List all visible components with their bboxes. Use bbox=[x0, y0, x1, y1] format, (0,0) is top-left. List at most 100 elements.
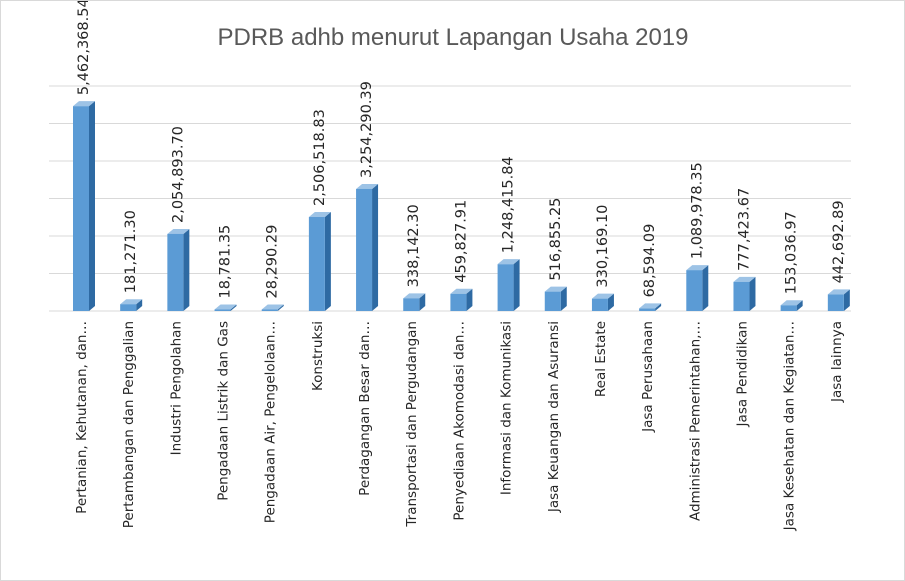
bar-top bbox=[733, 276, 756, 282]
data-label: 28,290.29 bbox=[265, 225, 281, 299]
data-labels: 5,462,368.54 181,271.30 2,054,893.70 18,781… bbox=[76, 1, 847, 299]
bar-front bbox=[450, 293, 467, 311]
category-label: Pertanian, Kehutanan, dan… bbox=[74, 321, 90, 514]
bar-front bbox=[686, 270, 703, 311]
bar bbox=[591, 293, 614, 311]
bar-front bbox=[167, 233, 184, 311]
bar-side bbox=[466, 288, 473, 311]
bar-top bbox=[167, 228, 190, 234]
bar-front bbox=[639, 308, 656, 311]
bar-top bbox=[356, 183, 379, 189]
bar-side bbox=[749, 276, 756, 311]
data-label: 3,254,290.39 bbox=[359, 81, 375, 178]
bar-top bbox=[403, 293, 426, 299]
category-labels: Pertanian, Kehutanan, dan… Pertambangan d… bbox=[74, 321, 845, 531]
bar-top bbox=[639, 303, 662, 309]
bar bbox=[308, 212, 331, 311]
bar-front bbox=[403, 298, 420, 311]
bar bbox=[827, 289, 850, 311]
bar-side bbox=[324, 212, 331, 311]
bar-side bbox=[230, 304, 237, 311]
bar-front bbox=[497, 264, 514, 311]
bar-front bbox=[356, 188, 373, 311]
data-label: 68,594.09 bbox=[642, 224, 658, 298]
data-label: 1,089,978.35 bbox=[689, 162, 705, 259]
bar bbox=[544, 286, 567, 311]
bar-side bbox=[843, 289, 850, 311]
bar bbox=[73, 101, 95, 311]
category-label: Industri Pengolahan bbox=[168, 321, 184, 455]
bar bbox=[497, 259, 520, 311]
bar bbox=[780, 300, 803, 311]
bar-side bbox=[183, 228, 190, 311]
bar-side bbox=[607, 293, 614, 311]
bar bbox=[214, 304, 237, 311]
bar-front bbox=[261, 309, 278, 311]
bar-side bbox=[655, 303, 662, 311]
bar-side bbox=[419, 293, 426, 311]
bar-side bbox=[277, 304, 284, 311]
bar bbox=[639, 303, 662, 311]
data-label: 2,054,893.70 bbox=[170, 126, 186, 223]
bar-top bbox=[73, 101, 95, 107]
bar-side bbox=[513, 259, 520, 311]
data-label: 777,423.67 bbox=[736, 188, 752, 271]
data-label: 442,692.89 bbox=[831, 200, 847, 283]
category-label: Jasa Keuangan dan Asuransi bbox=[546, 321, 562, 513]
bar bbox=[356, 183, 379, 311]
bar-side bbox=[136, 299, 143, 311]
category-label: Pertambangan dan Penggalian bbox=[121, 321, 137, 528]
category-label: Informasi dan Komunikasi bbox=[499, 321, 515, 495]
data-label: 338,142.30 bbox=[406, 204, 422, 287]
bar bbox=[167, 228, 190, 311]
bar-front bbox=[308, 217, 325, 311]
bar-top bbox=[544, 286, 567, 292]
data-label: 5,462,368.54 bbox=[76, 1, 92, 95]
bar-top bbox=[591, 293, 614, 299]
bar-front bbox=[544, 291, 561, 311]
bar bbox=[261, 304, 284, 311]
bar-front bbox=[780, 305, 797, 311]
category-label: Transportasi dan Pergudangan bbox=[404, 321, 420, 528]
bar-front bbox=[827, 294, 844, 311]
bar-top bbox=[214, 304, 237, 310]
data-label: 181,271.30 bbox=[123, 210, 139, 293]
category-label: Jasa Kesehatan dan Kegiatan… bbox=[782, 321, 798, 531]
category-label: Jasa Perusahaan bbox=[640, 321, 656, 433]
category-label: Jasa lainnya bbox=[829, 321, 845, 403]
bar bbox=[120, 299, 143, 311]
bar-top bbox=[450, 288, 473, 294]
bar-top bbox=[261, 304, 284, 310]
bar-side bbox=[89, 101, 95, 311]
bar bbox=[450, 288, 473, 311]
category-label: Jasa Pendidikan bbox=[734, 321, 750, 427]
bar-front bbox=[120, 304, 137, 311]
bar-side bbox=[796, 300, 803, 311]
category-label: Konstruksi bbox=[310, 321, 326, 391]
category-label: Pengadaan Listrik dan Gas bbox=[216, 321, 232, 501]
bar-top bbox=[686, 265, 709, 271]
bar bbox=[403, 293, 426, 311]
bar-top bbox=[120, 299, 143, 305]
data-label: 18,781.35 bbox=[218, 225, 234, 299]
data-label: 2,506,518.83 bbox=[312, 109, 328, 206]
bar-side bbox=[560, 286, 567, 311]
bar-top bbox=[308, 212, 331, 218]
bar-front bbox=[214, 309, 231, 311]
data-label: 153,036.97 bbox=[784, 211, 800, 294]
category-label: Real Estate bbox=[593, 321, 609, 397]
bar-front bbox=[73, 106, 89, 311]
data-label: 459,827.91 bbox=[453, 200, 469, 283]
bar-front bbox=[733, 281, 750, 311]
bar-top bbox=[497, 259, 520, 265]
data-label: 516,855.25 bbox=[548, 198, 564, 281]
category-label: Penyediaan Akomodasi dan… bbox=[451, 321, 467, 521]
data-label: 330,169.10 bbox=[595, 205, 611, 288]
bar-side bbox=[702, 265, 709, 311]
bar bbox=[686, 265, 709, 311]
category-label: Perdagangan Besar dan… bbox=[357, 321, 373, 496]
bars bbox=[73, 101, 850, 311]
chart-title: PDRB adhb menurut Lapangan Usaha 2019 bbox=[218, 24, 689, 51]
